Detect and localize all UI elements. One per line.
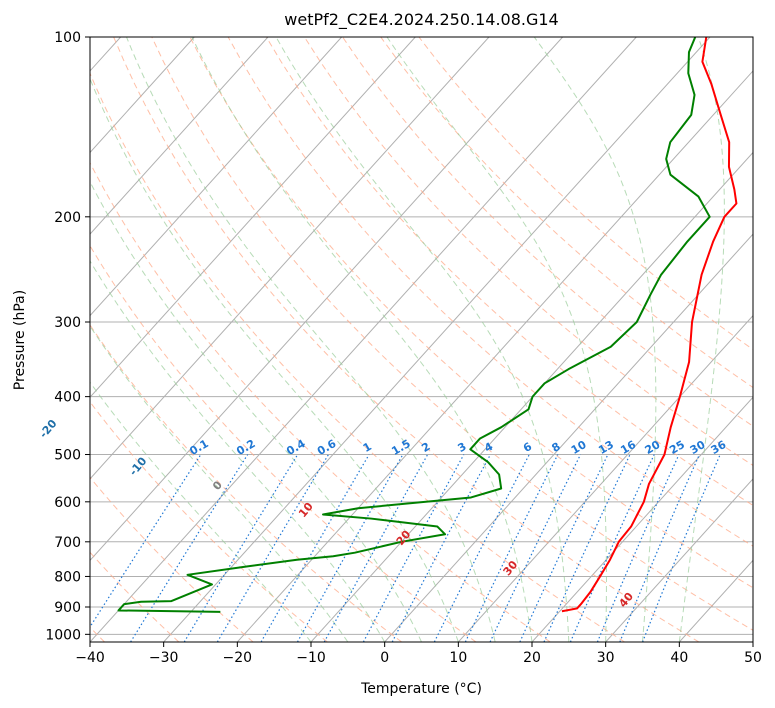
dry-adiabat-line (90, 401, 328, 642)
moist-adiabat-line (126, 37, 496, 642)
isotherm-line (90, 37, 637, 642)
x-axis-label: Temperature (°C) (360, 681, 482, 697)
moist-adiabat-line (533, 37, 657, 642)
x-tick-label: −20 (223, 650, 253, 666)
dry-adiabat-line (227, 37, 753, 547)
isotherm-line (90, 37, 564, 562)
dewpoint-line (117, 37, 711, 613)
x-tick-label: 10 (449, 650, 467, 666)
dry-adiabat-label: -10 (127, 454, 150, 478)
isotherm-line (163, 37, 711, 642)
plot-frame (89, 36, 754, 643)
y-tick-label: 100 (54, 30, 81, 46)
mixing-ratio-line (296, 454, 404, 642)
mixing-ratio-line (90, 454, 202, 629)
dry-adiabat-line (90, 476, 254, 642)
mixing-ratio-line (391, 454, 491, 642)
dry-adiabat-line (90, 324, 403, 642)
y-tick-label: 500 (54, 448, 81, 464)
isotherm-line (90, 37, 490, 480)
isotherm-line (605, 478, 753, 642)
isotherm-line (752, 641, 753, 642)
mixing-ratio-line (543, 454, 631, 642)
x-tick-label: 40 (670, 650, 688, 666)
mixing-ratio-label: 1 (361, 440, 374, 455)
dry-adiabat-line (342, 37, 753, 427)
chart-title: wetPf2_C2E4.2024.250.14.08.G14 (284, 10, 558, 30)
x-tick-label: −40 (75, 650, 105, 666)
mixing-ratio-line (489, 454, 582, 642)
dry-adiabat-line (265, 37, 753, 507)
mixing-ratio-label: 6 (521, 440, 534, 455)
dry-adiabat-line (418, 37, 753, 351)
isotherm-line (457, 314, 753, 642)
dry-adiabat-line (90, 161, 551, 642)
dry-adiabat-line (189, 37, 753, 589)
moist-adiabat-line (90, 260, 386, 642)
y-tick-label: 300 (54, 315, 81, 331)
moist-adiabat-line (275, 37, 570, 642)
dry-adiabat-line (380, 37, 753, 389)
x-tick-label: 30 (597, 650, 615, 666)
isotherm-line (384, 233, 753, 642)
mixing-ratio-line (519, 454, 609, 642)
x-tick-label: −30 (149, 650, 179, 666)
y-axis-label: Pressure (hPa) (12, 290, 28, 390)
mixing-ratio-label: 4 (482, 440, 495, 455)
moist-adiabat-line (90, 325, 349, 642)
mixing-ratio-line (260, 454, 370, 642)
x-axis: −40 −30 −20 −10 0 10 20 30 40 50 (75, 642, 762, 666)
mixing-ratio-label: 2 (419, 440, 432, 455)
dry-adiabat-label: 20 (394, 528, 414, 548)
dry-adiabat-line (151, 37, 753, 631)
isotherm-line (90, 37, 343, 317)
y-tick-label: 400 (54, 390, 81, 406)
moist-adiabat-line (90, 381, 312, 642)
dry-adiabat-line (113, 37, 700, 642)
mixing-ratio-line (464, 454, 559, 642)
isotherm-line (310, 151, 753, 642)
mixing-ratio-line (569, 454, 655, 642)
moist-adiabat-line (191, 37, 533, 642)
y-tick-label: 200 (54, 210, 81, 226)
dry-adiabat-label: 0 (210, 478, 225, 492)
dry-adiabat-label: -20 (37, 417, 60, 441)
dry-adiabat-line (90, 551, 180, 642)
isotherm-line (236, 70, 753, 642)
x-tick-label: 50 (744, 650, 762, 666)
mixing-ratio-line (362, 454, 465, 642)
isotherm-line (531, 396, 753, 642)
background-lines (90, 37, 753, 642)
y-axis: 1000 900 800 700 600 500 400 300 200 100 (45, 30, 90, 643)
isotherm-line (90, 37, 195, 154)
moist-adiabat-line (90, 77, 459, 642)
mixing-ratio-label: 3 (456, 440, 469, 455)
y-tick-label: 700 (54, 535, 81, 551)
mixing-ratio-line (619, 454, 700, 642)
x-tick-label: 0 (380, 650, 389, 666)
temperature-line (561, 37, 738, 613)
data-lines (117, 37, 738, 613)
x-tick-label: −10 (296, 650, 326, 666)
isotherm-line (90, 37, 416, 399)
moist-adiabat-line (386, 37, 607, 642)
dry-adiabat-line (90, 244, 477, 642)
y-tick-label: 900 (54, 600, 81, 616)
y-tick-label: 1000 (45, 627, 81, 643)
y-tick-label: 800 (54, 569, 81, 585)
dry-adiabat-line (90, 72, 625, 642)
mixing-ratio-line (596, 454, 680, 642)
x-tick-label: 20 (523, 650, 541, 666)
y-tick-label: 600 (54, 495, 81, 511)
isotherm-line (678, 559, 753, 642)
isotherm-line (90, 37, 269, 235)
moist-adiabat-line (90, 180, 422, 642)
mixing-ratio-line (642, 454, 721, 642)
moist-adiabat-line (678, 37, 725, 642)
